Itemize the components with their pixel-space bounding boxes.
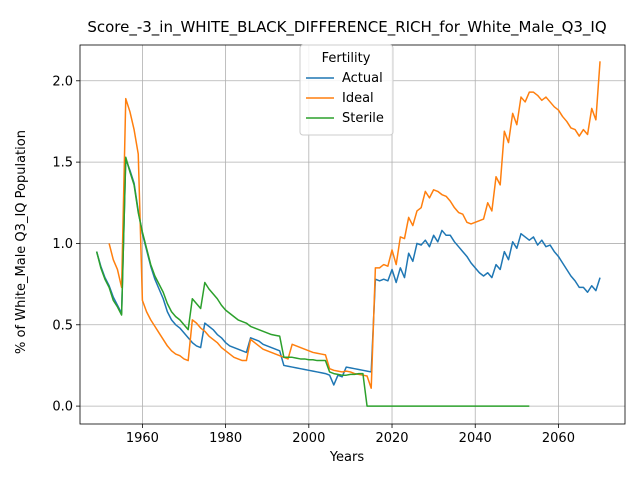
series-line-actual [95,158,601,386]
legend-entries: Actual Ideal Sterile [306,71,384,126]
legend-title: Fertility [322,51,371,66]
x-tick-label: 2060 [542,431,575,446]
chart-title: Score_-3_in_WHITE_BLACK_DIFFERENCE_RICH_… [87,18,606,37]
y-tick-label: 1.5 [52,156,73,171]
series-lines [95,61,601,407]
x-tick-label: 1980 [209,431,242,446]
x-tick-label: 2000 [292,431,325,446]
legend-label-actual: Actual [342,71,383,86]
x-tick-label: 2040 [459,431,492,446]
x-tick-label: 1960 [126,431,159,446]
legend-box [299,44,394,136]
legend-label-sterile: Sterile [342,111,384,126]
y-tick-label: 0.0 [52,400,73,415]
x-tick-label: 2020 [375,431,408,446]
x-axis-label: Years [329,450,365,465]
legend: Fertility Actual Ideal Sterile [299,44,394,136]
series-line-sterile [95,156,530,407]
y-tick-label: 0.5 [52,318,73,333]
y-tick-label: 1.0 [52,237,73,252]
legend-label-ideal: Ideal [342,91,374,106]
series-line-ideal [108,61,601,389]
y-tick-label: 2.0 [52,74,73,89]
y-axis-label: % of White_Male Q3_IQ Population [14,130,29,354]
axis-ticks: 1960 1980 2000 2020 2040 2060 0.0 0.5 1.0 1.5 2.0 [52,74,575,446]
